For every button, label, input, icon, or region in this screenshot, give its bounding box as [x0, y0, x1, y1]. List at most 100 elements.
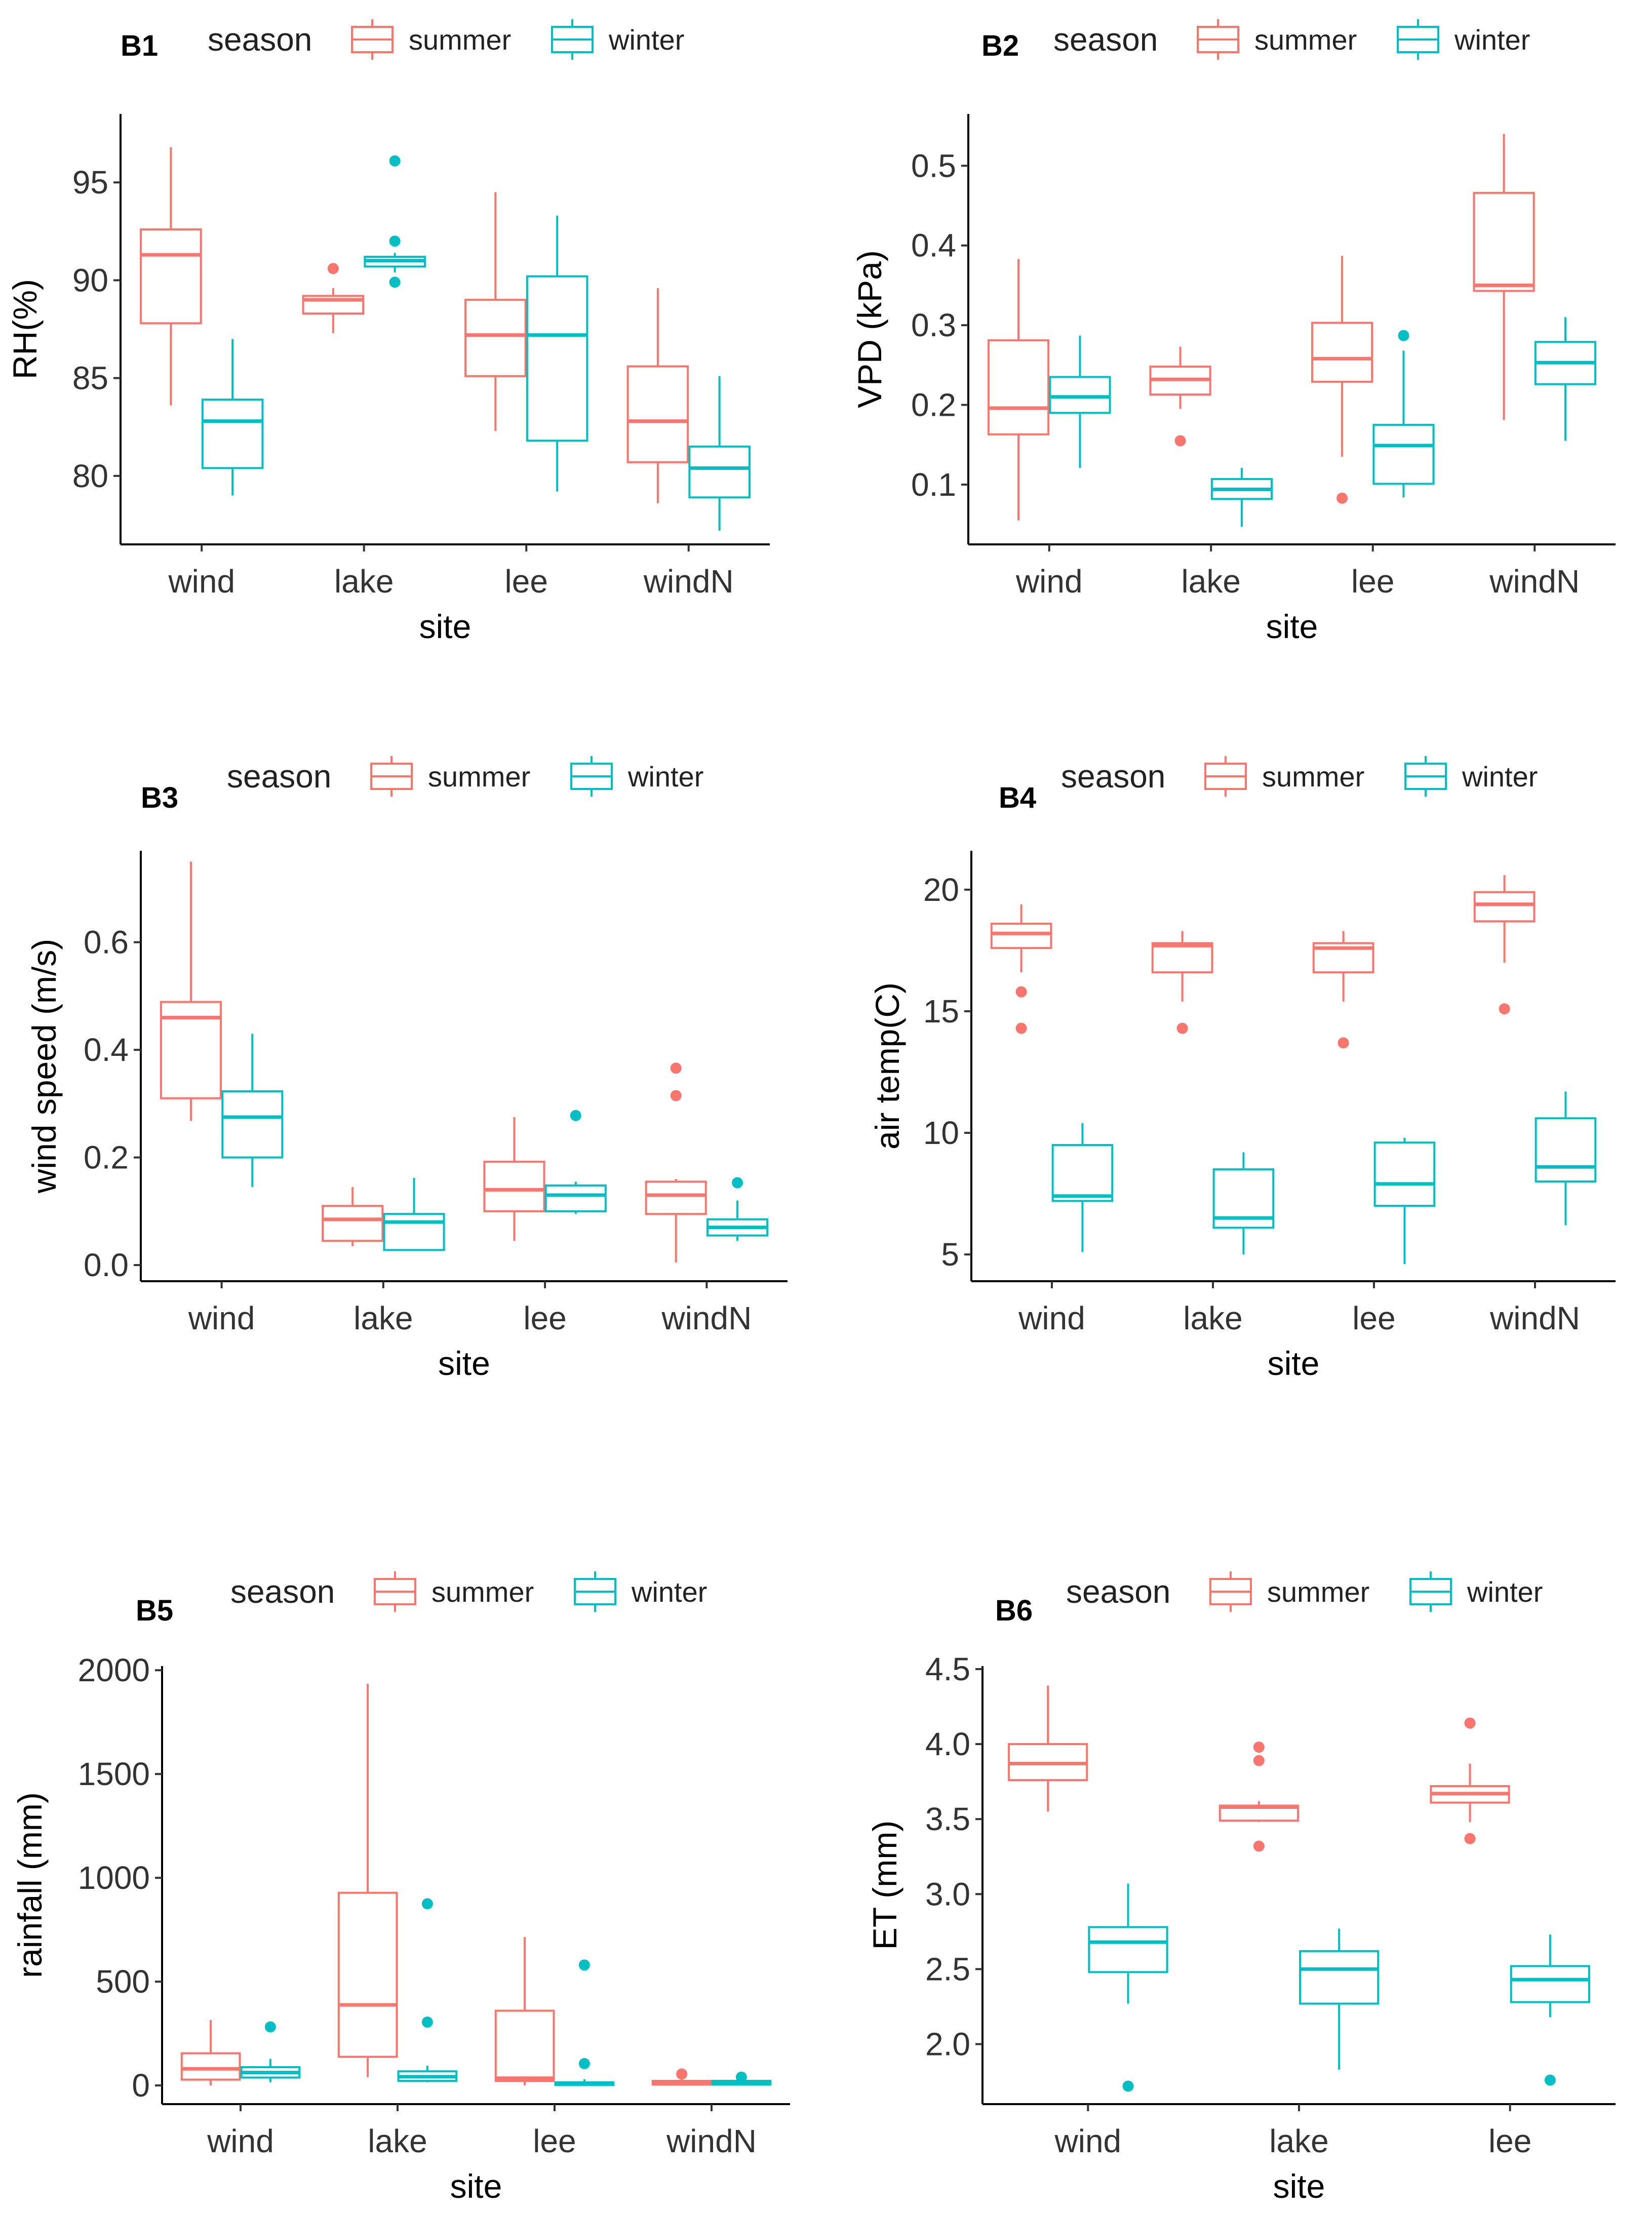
legend-title: season — [227, 758, 331, 795]
box — [626, 365, 689, 463]
panel-label: B2 — [981, 29, 1019, 62]
x-axis-title: site — [1266, 608, 1318, 645]
legend-key-summer — [1209, 1571, 1252, 1612]
boxplot-winter-lee — [526, 215, 588, 492]
outlier-point — [578, 1959, 590, 1971]
panel-b5: B5 season summer winter 0 500 1000 1500 2000 wind… — [11, 1571, 790, 2205]
legend-label-summer: summer — [1254, 24, 1357, 56]
panel-b2: B2 season summer winter 0.1 0.2 0.3 0.4 0.5 wind l… — [851, 19, 1616, 645]
box — [383, 1213, 445, 1251]
boxplot-summer-lee — [1311, 256, 1373, 504]
y-tick-label: 0.5 — [911, 147, 956, 184]
outlier-point — [578, 2058, 590, 2070]
legend-key-winter — [1397, 19, 1439, 60]
panel-b4: B4 season summer winter 5 10 15 20 wind lake lee wi… — [869, 756, 1616, 1382]
legend-key-winter — [1409, 1571, 1452, 1612]
outlier-point — [1015, 1022, 1027, 1034]
boxplot-summer-lake — [322, 1187, 384, 1246]
outlier-point — [670, 1062, 682, 1074]
y-tick-label: 10 — [923, 1115, 959, 1151]
legend-title: season — [1066, 1573, 1170, 1610]
outlier-point — [732, 1177, 743, 1189]
box — [1311, 322, 1373, 383]
x-tick-label: lake — [1269, 2123, 1328, 2159]
outlier-point — [1544, 2074, 1556, 2086]
y-tick-label: 500 — [96, 1963, 150, 2000]
legend-label-summer: summer — [428, 761, 530, 793]
y-tick-label: 4.5 — [925, 1651, 970, 1687]
legend-label-winter: winter — [1454, 24, 1530, 56]
y-tick-label: 90 — [72, 262, 108, 298]
y-axis-title: ET (mm) — [866, 1821, 903, 1950]
legend-label-summer: summer — [431, 1576, 534, 1608]
y-tick-label: 0.3 — [911, 307, 956, 343]
outlier-point — [670, 1090, 682, 1101]
legend-key-winter — [574, 1571, 616, 1612]
boxplot-summer-lee — [494, 1937, 555, 2086]
outlier-point — [1253, 1741, 1265, 1753]
y-tick-label: 95 — [72, 164, 108, 201]
legend: season summer winter — [1061, 756, 1538, 797]
panel-b1: B1 season summer winter 80 85 90 95 wind lake lee w… — [6, 19, 770, 645]
boxplot-winter-windN — [711, 2071, 772, 2086]
legend-key-summer — [1197, 19, 1239, 60]
boxplot-winter-lee — [1510, 1934, 1590, 2086]
box — [494, 2009, 555, 2082]
x-axis-title: site — [450, 2167, 502, 2205]
boxplot-summer-lee — [1312, 931, 1374, 1049]
box — [1473, 891, 1536, 923]
legend-key-winter — [570, 756, 613, 797]
box — [526, 275, 588, 442]
box — [1510, 1965, 1590, 2003]
box — [221, 1090, 284, 1159]
boxplot-winter-lee — [544, 1110, 607, 1214]
legend-key-summer — [370, 756, 413, 797]
y-tick-label: 85 — [72, 360, 108, 397]
y-tick-label: 15 — [923, 993, 959, 1030]
boxplot-winter-windN — [706, 1177, 769, 1241]
legend-label-winter: winter — [1462, 761, 1538, 793]
x-tick-label: lee — [1352, 1300, 1395, 1336]
y-tick-label: 0.2 — [84, 1139, 129, 1176]
y-axis-title: VPD (kPa) — [851, 250, 888, 408]
boxplot-winter-windN — [1535, 1091, 1597, 1226]
legend-title: season — [1061, 758, 1165, 795]
x-axis-title: site — [419, 608, 471, 645]
outlier-point — [1338, 1037, 1349, 1049]
legend-title: season — [1053, 21, 1158, 58]
x-tick-label: lake — [334, 563, 394, 600]
box — [990, 923, 1052, 950]
x-tick-label: lake — [1183, 1300, 1242, 1336]
outlier-point — [264, 2021, 276, 2033]
boxplot-winter-lee — [1373, 1137, 1436, 1264]
boxplot-winter-lake — [1212, 1152, 1275, 1255]
y-tick-label: 3.5 — [925, 1801, 970, 1837]
y-tick-label: 3.0 — [925, 1876, 970, 1912]
y-tick-label: 2.5 — [925, 1951, 970, 1987]
x-tick-label: wind — [207, 2123, 274, 2159]
boxplot-summer-wind — [160, 861, 222, 1121]
x-axis-title: site — [438, 1345, 490, 1382]
legend: season summer winter — [230, 1571, 707, 1612]
legend-label-summer: summer — [1267, 1576, 1369, 1608]
boxplot-summer-windN — [651, 2068, 712, 2086]
panel-label: B4 — [999, 781, 1036, 814]
boxplot-summer-windN — [1473, 875, 1536, 1015]
panel-b3: B3 season summer winter 0.0 0.2 0.4 0.6 wind lake… — [25, 756, 788, 1382]
outlier-point — [1253, 1755, 1265, 1766]
y-tick-label: 0.4 — [911, 227, 956, 264]
box — [464, 299, 527, 377]
y-tick-label: 0.2 — [911, 387, 956, 423]
outlier-point — [1122, 2080, 1134, 2092]
outlier-point — [327, 263, 339, 274]
panel-label: B3 — [141, 781, 178, 814]
boxplot-winter-windN — [688, 376, 751, 531]
x-tick-label: wind — [168, 563, 235, 600]
x-tick-label: lee — [1488, 2123, 1531, 2159]
x-tick-label: wind — [1015, 563, 1083, 600]
legend-key-summer — [374, 1571, 416, 1612]
y-axis-title: RH(%) — [6, 279, 44, 379]
x-tick-label: lee — [1351, 563, 1394, 600]
box — [180, 2052, 241, 2081]
panel-b6: B6 season summer winter 2.0 2.5 3.0 3.5 4.0 4.5 wi… — [866, 1571, 1616, 2205]
